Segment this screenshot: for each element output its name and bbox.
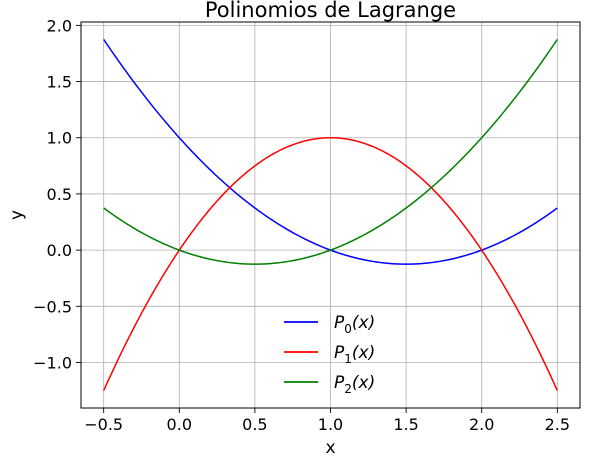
legend-subscript: 2 xyxy=(344,382,352,396)
x-tick-label: 1.5 xyxy=(393,415,418,434)
series-lines xyxy=(102,38,559,391)
chart-title: Polinomios de Lagrange xyxy=(205,0,456,22)
legend-tail: (x) xyxy=(352,373,375,393)
legend-tail: (x) xyxy=(352,343,375,363)
legend-subscript: 1 xyxy=(344,352,352,366)
y-tick-label: 1.5 xyxy=(47,73,72,92)
grid xyxy=(81,22,580,408)
x-tick-label: −0.5 xyxy=(84,415,123,434)
legend-main: P xyxy=(334,313,345,333)
x-tick-label: 2.5 xyxy=(545,415,570,434)
legend-tail: (x) xyxy=(352,313,375,333)
legend-subscript: 0 xyxy=(344,322,352,336)
x-axis-label: x xyxy=(325,438,335,458)
axis-ticks: −0.5 0.0 0.5 1.0 1.5 2.0 2.5 −1.0 −0.5 0.0 0.5 1.0 1… xyxy=(33,16,570,434)
x-tick-label: 2.0 xyxy=(469,415,494,434)
legend-entry: P1(x) xyxy=(334,343,375,366)
y-tick-label: −1.0 xyxy=(33,353,72,372)
x-tick-label: 0.0 xyxy=(167,415,192,434)
x-tick-label: 0.5 xyxy=(242,415,267,434)
y-tick-label: 0.5 xyxy=(47,185,72,204)
y-tick-label: 0.0 xyxy=(47,241,72,260)
legend-main: P xyxy=(334,343,345,363)
y-tick-label: −0.5 xyxy=(33,297,72,316)
x-tick-label: 1.0 xyxy=(318,415,343,434)
legend-entry: P0(x) xyxy=(334,313,375,336)
series-line-p2 xyxy=(103,38,558,265)
y-tick-label: 1.0 xyxy=(47,129,72,148)
y-tick-label: 2.0 xyxy=(47,16,72,35)
legend-entry: P2(x) xyxy=(334,373,375,396)
legend-main: P xyxy=(334,373,345,393)
y-axis-label: y xyxy=(7,210,27,220)
legend: P0(x)P1(x)P2(x) xyxy=(284,313,375,396)
